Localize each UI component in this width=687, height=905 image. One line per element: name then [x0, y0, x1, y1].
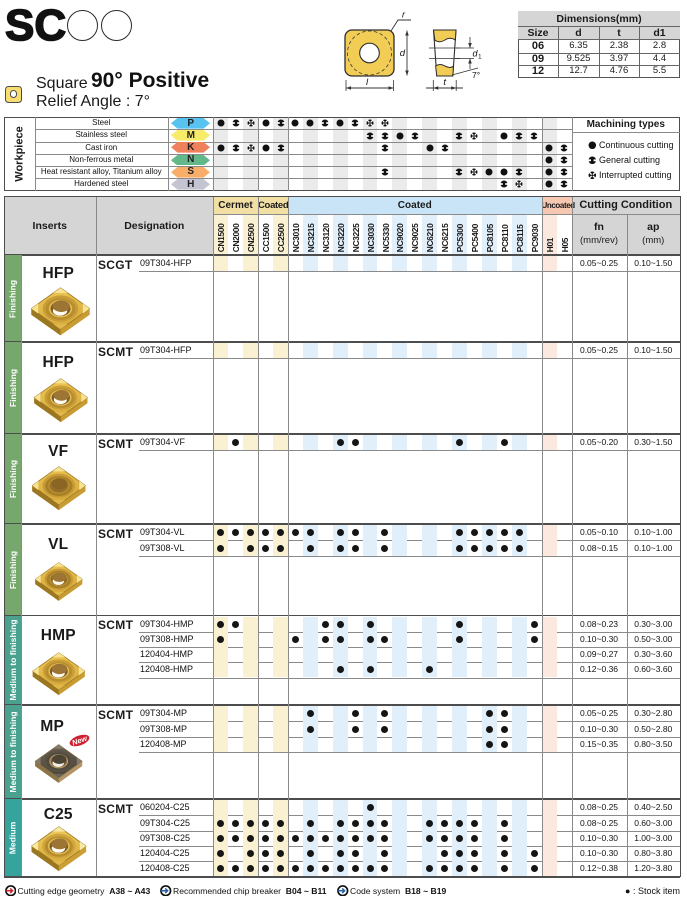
svg-text:l: l: [366, 77, 369, 88]
svg-text:t: t: [443, 77, 446, 88]
svg-text:r: r: [402, 10, 406, 20]
svg-text:7°: 7°: [472, 70, 480, 80]
svg-text:d: d: [400, 48, 406, 59]
svg-text:1: 1: [478, 54, 482, 61]
svg-text:d: d: [473, 49, 479, 59]
